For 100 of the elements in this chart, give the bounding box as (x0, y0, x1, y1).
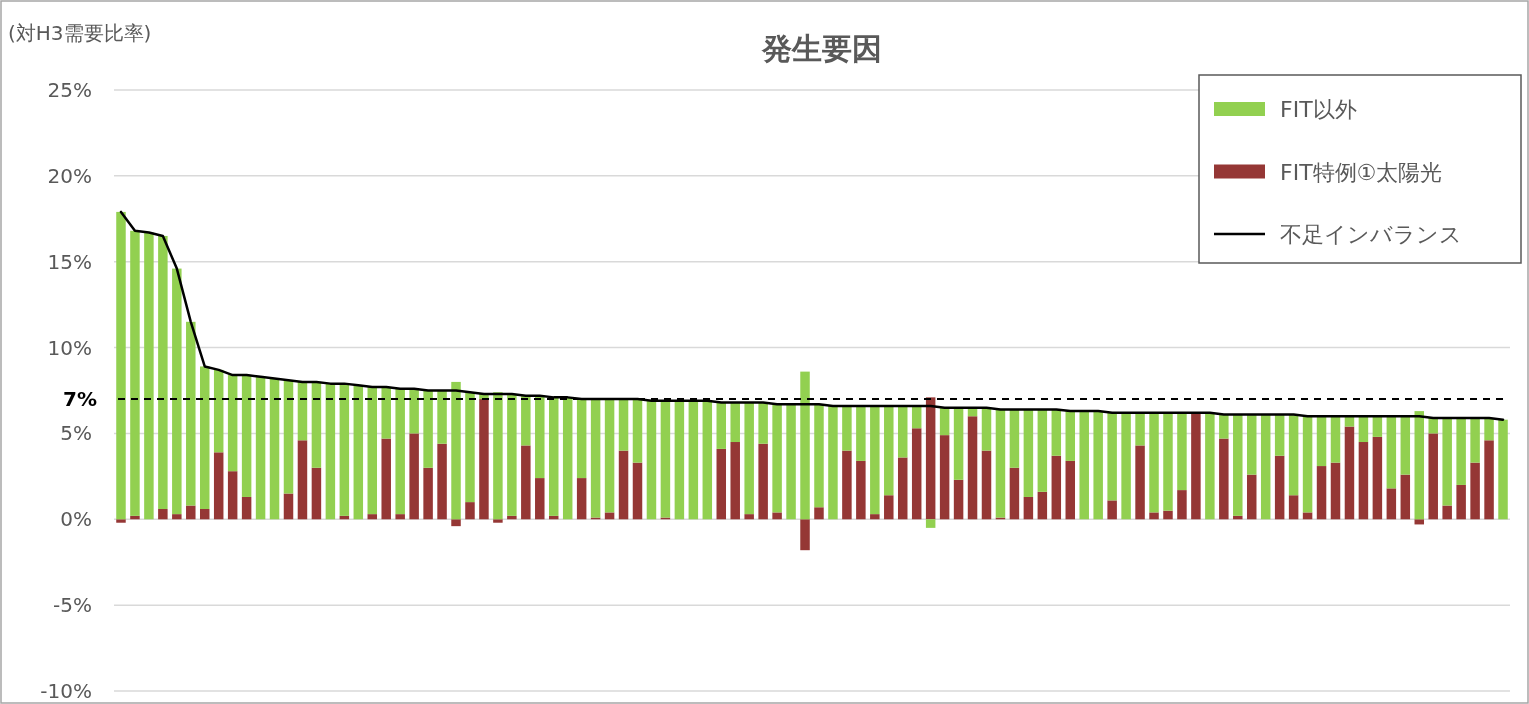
bar (423, 467, 433, 520)
bar (479, 399, 489, 520)
bar (1135, 412, 1145, 446)
bar (255, 376, 266, 520)
bar (186, 505, 196, 520)
chart-title: 発生要因 (761, 31, 882, 66)
bar (744, 402, 754, 515)
bar (1037, 409, 1048, 492)
bar (395, 388, 405, 515)
bar (451, 381, 461, 520)
bar (116, 519, 126, 523)
y-tick-label: -5% (53, 593, 92, 618)
bar (716, 448, 727, 520)
bar (325, 383, 336, 520)
bar (1330, 462, 1341, 520)
bar (1470, 462, 1480, 520)
bar (772, 404, 782, 513)
bar (981, 450, 992, 520)
bar (758, 402, 768, 444)
bar (521, 445, 531, 520)
bar (772, 512, 782, 520)
bar (632, 399, 643, 463)
bar (1177, 490, 1187, 520)
bar (297, 440, 308, 520)
bar (535, 478, 545, 520)
bar (800, 519, 810, 551)
bar (1163, 510, 1173, 520)
bar (1414, 519, 1424, 525)
bar (828, 405, 838, 520)
bar (367, 387, 378, 515)
bar (213, 369, 224, 453)
bar (925, 519, 936, 528)
bar (1051, 455, 1062, 520)
bar (130, 515, 140, 520)
bar (1163, 412, 1173, 511)
bar (437, 443, 447, 520)
bar (995, 409, 1006, 518)
bar (199, 366, 210, 509)
bar (269, 378, 280, 520)
bar (925, 397, 936, 520)
bar (1107, 500, 1117, 520)
y-tick-label: 10% (47, 335, 92, 360)
bar (353, 385, 364, 520)
bar (339, 383, 350, 516)
bar (939, 407, 950, 436)
bar (1051, 409, 1062, 456)
bar (842, 405, 852, 451)
bar (1246, 474, 1257, 520)
bar (953, 407, 964, 480)
legend-label: FIT特例①太陽光 (1280, 159, 1443, 185)
bar (1219, 438, 1229, 520)
bar (311, 467, 322, 520)
bar (158, 508, 168, 520)
bar (1260, 414, 1271, 520)
bar (1233, 414, 1243, 516)
y-tick-label: 15% (47, 249, 92, 274)
bar (1274, 414, 1285, 456)
bar (1428, 417, 1438, 434)
bar (535, 395, 545, 479)
bar (395, 514, 405, 520)
bar (1484, 417, 1494, 441)
y-tick-label: 5% (60, 421, 92, 446)
bar (548, 397, 559, 516)
bar (1400, 474, 1411, 520)
bar (1121, 412, 1131, 520)
bar (1023, 409, 1034, 497)
bar (884, 405, 894, 496)
bar (562, 397, 573, 520)
bar (814, 404, 824, 508)
bar (1037, 491, 1048, 520)
bar (1149, 412, 1159, 513)
bar (576, 399, 587, 479)
bar (1386, 416, 1397, 489)
bar (409, 388, 419, 434)
legend-label: 不足インバランス (1280, 222, 1462, 247)
bar (311, 381, 322, 468)
bar (856, 460, 866, 520)
bar (870, 405, 880, 515)
bar (1442, 417, 1452, 506)
bar (1246, 414, 1257, 475)
bar (1009, 467, 1020, 520)
bar (1079, 411, 1089, 520)
bar (283, 493, 294, 520)
bar (702, 400, 713, 520)
bar (981, 407, 992, 451)
bar (1219, 414, 1229, 439)
bar (409, 433, 419, 520)
bar (576, 478, 587, 520)
bar (172, 268, 182, 515)
bar (604, 512, 615, 520)
bar (1288, 414, 1299, 496)
bar (1274, 455, 1285, 520)
bar (939, 435, 950, 520)
bar (241, 375, 252, 497)
bar (1428, 433, 1438, 520)
bar (1456, 417, 1466, 485)
bar (144, 232, 154, 520)
bar (1344, 426, 1355, 520)
bar (1400, 416, 1411, 475)
bar (437, 390, 447, 444)
